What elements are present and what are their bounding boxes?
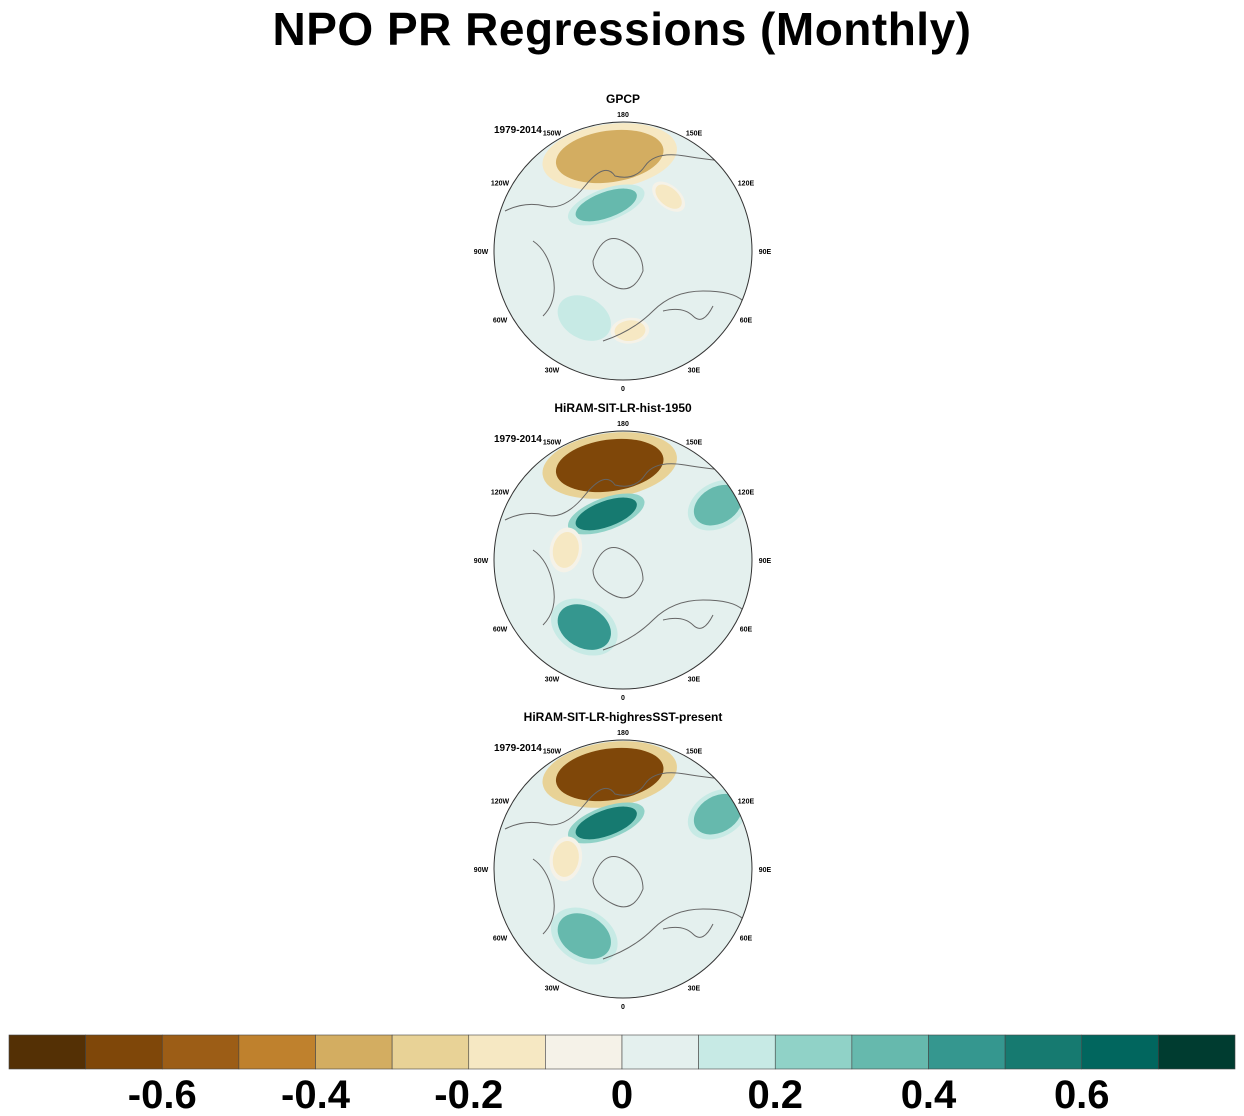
longitude-label: 150W [543, 130, 562, 137]
north-pacific-dry-lobe [555, 747, 664, 802]
map-period: 1979-2014 [494, 125, 542, 136]
longitude-label: 0 [621, 695, 625, 702]
map-title: HiRAM-SIT-LR-hist-1950 [554, 401, 692, 415]
longitude-label: 60W [493, 936, 508, 943]
longitude-label: 90W [474, 558, 489, 565]
colorbar-swatch [1004, 1034, 1083, 1070]
longitude-label: 90W [474, 249, 489, 256]
colorbar-swatch [698, 1034, 776, 1070]
longitude-label: 60W [493, 318, 508, 325]
colorbar-label: -0.2 [434, 1073, 503, 1116]
colorbar-label: -0.6 [128, 1073, 197, 1116]
colorbar-swatch [1081, 1034, 1159, 1070]
colorbar-swatches [8, 1034, 1236, 1070]
north-atlantic-wet-patch [557, 604, 611, 650]
colorbar-swatch [391, 1034, 470, 1070]
canada-dry-patch [552, 840, 579, 877]
longitude-label: 120E [738, 799, 755, 806]
map-outline [493, 739, 753, 999]
polar-map-1: GPCP 1979-2014 180 150E 120E 90E 60E 30E 0 30W 60W… [474, 92, 772, 393]
colorbar-swatch [928, 1034, 1006, 1070]
bering-sea-wet-band [575, 188, 637, 222]
map-outline [493, 121, 753, 381]
polar-map-2: HiRAM-SIT-LR-hist-1950 1979-2014 180 150E 12… [474, 401, 772, 702]
coastline [504, 772, 744, 960]
colorbar-swatch [851, 1034, 929, 1070]
longitude-label: 90E [759, 249, 772, 256]
longitude-label: 60W [493, 627, 508, 634]
longitude-label: 60E [740, 318, 753, 325]
north-pacific-dry-lobe [555, 129, 664, 184]
polar-map-3: HiRAM-SIT-LR-highresSST-present 1979-2014… [474, 710, 772, 1011]
colorbar-swatch [238, 1034, 316, 1070]
longitude-label: 0 [621, 1004, 625, 1011]
longitude-label: 150E [686, 439, 703, 446]
longitude-label: 150E [686, 748, 703, 755]
colorbar-label: 0 [611, 1073, 633, 1116]
longitude-label: 60E [740, 936, 753, 943]
longitude-label: 30E [688, 677, 701, 684]
longitude-label: 90E [759, 867, 772, 874]
colorbar-swatch [774, 1034, 853, 1070]
longitude-label: 150W [543, 439, 562, 446]
canada-dry-patch [552, 531, 579, 568]
bering-sea-wet-band [575, 497, 637, 531]
longitude-label: 30W [545, 368, 560, 375]
east-asia-wet-patch [693, 484, 743, 526]
colorbar-label: 0.4 [901, 1073, 957, 1116]
longitude-label: 30W [545, 677, 560, 684]
colorbar-swatch [161, 1034, 240, 1070]
map-period: 1979-2014 [494, 743, 542, 754]
north-atlantic-wet-patch [557, 913, 611, 959]
colorbar-swatch [468, 1034, 546, 1070]
longitude-label: 120E [738, 181, 755, 188]
longitude-label: 120W [491, 799, 510, 806]
longitude-label: 180 [617, 730, 629, 737]
longitude-label: 180 [617, 112, 629, 119]
colorbar-swatch [545, 1034, 623, 1070]
map-title: HiRAM-SIT-LR-highresSST-present [524, 710, 723, 724]
map-title: GPCP [606, 92, 640, 106]
north-pacific-dry-lobe [555, 438, 664, 493]
longitude-label: 90W [474, 867, 489, 874]
longitude-label: 120W [491, 181, 510, 188]
longitude-label: 180 [617, 421, 629, 428]
europe-dry-patch [614, 320, 646, 342]
page-title: NPO PR Regressions (Monthly) [272, 3, 972, 55]
longitude-label: 30E [688, 986, 701, 993]
coastline [504, 154, 744, 342]
colorbar-swatch [315, 1034, 393, 1070]
longitude-label: 60E [740, 627, 753, 634]
colorbar-swatch [1158, 1034, 1236, 1070]
colorbar-swatch [621, 1034, 699, 1070]
maps-panel: GPCP 1979-2014 180 150E 120E 90E 60E 30E 0 30W 60W… [474, 92, 772, 1011]
bering-sea-wet-band [575, 806, 637, 840]
colorbar-label: 0.2 [747, 1073, 803, 1116]
longitude-label: 90E [759, 558, 772, 565]
colorbar-label: -0.4 [281, 1073, 351, 1116]
map-outline [493, 430, 753, 690]
longitude-label: 120E [738, 490, 755, 497]
north-atlantic-wet-patch [557, 295, 611, 341]
longitude-label: 30E [688, 368, 701, 375]
longitude-label: 30W [545, 986, 560, 993]
colorbar-swatch [8, 1034, 86, 1070]
coastline [504, 463, 744, 651]
east-asia-wet-patch [693, 793, 743, 835]
colorbar-swatch [85, 1034, 163, 1070]
map-period: 1979-2014 [494, 434, 542, 445]
colorbar-label: 0.6 [1054, 1073, 1110, 1116]
longitude-label: 150E [686, 130, 703, 137]
longitude-label: 120W [491, 490, 510, 497]
siberia-dry-patch [655, 184, 682, 209]
longitude-label: 150W [543, 748, 562, 755]
longitude-label: 0 [621, 386, 625, 393]
